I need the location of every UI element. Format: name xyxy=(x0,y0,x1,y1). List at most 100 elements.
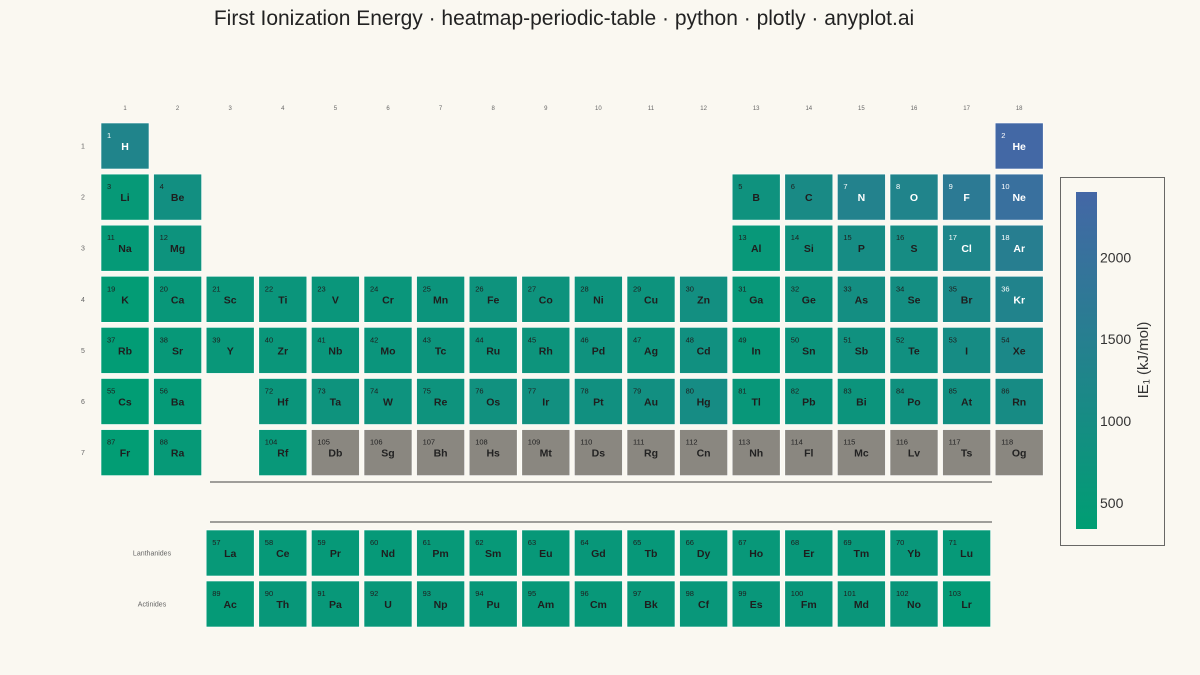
atomic-number: 92 xyxy=(370,589,378,598)
column-label: 16 xyxy=(911,106,918,112)
element-tile xyxy=(889,580,939,628)
atomic-number: 59 xyxy=(317,538,325,547)
atomic-number: 27 xyxy=(528,284,536,293)
element-symbol: Ac xyxy=(223,599,237,611)
element-tile xyxy=(731,275,781,323)
element-symbol: Se xyxy=(908,294,921,306)
atomic-number: 116 xyxy=(896,438,908,447)
element-symbol: He xyxy=(1012,141,1026,153)
element-symbol: Al xyxy=(751,243,762,255)
element-symbol: No xyxy=(907,599,921,611)
element-tile xyxy=(784,327,834,374)
element-symbol: Es xyxy=(750,599,763,611)
element-symbol: Cs xyxy=(118,397,132,409)
element-cell-o: 8O xyxy=(889,173,939,221)
element-symbol: H xyxy=(121,141,129,153)
element-tile xyxy=(258,378,308,425)
element-tile xyxy=(153,429,202,476)
column-label: 4 xyxy=(281,106,285,112)
atomic-number: 1 xyxy=(107,131,111,140)
atomic-number: 106 xyxy=(370,438,383,447)
atomic-number: 96 xyxy=(580,589,588,598)
element-symbol: Ni xyxy=(593,294,604,306)
element-symbol: Os xyxy=(486,397,500,409)
atomic-number: 56 xyxy=(160,387,168,396)
element-tile xyxy=(311,429,360,476)
element-cell-te: 52 Te xyxy=(889,327,939,374)
element-symbol: Nb xyxy=(328,345,342,357)
element-tile xyxy=(363,275,413,323)
atomic-number: 30 xyxy=(686,284,694,293)
element-tile xyxy=(784,224,834,272)
atomic-number: 87 xyxy=(107,438,115,447)
atomic-number: 101 xyxy=(843,589,856,598)
atomic-number: 25 xyxy=(423,284,431,293)
element-symbol: Ce xyxy=(276,548,290,560)
element-tile xyxy=(889,429,939,476)
element-cell-in: 49 In xyxy=(731,327,781,374)
element-tile xyxy=(679,429,728,476)
element-tile xyxy=(889,275,939,323)
row-label: 6 xyxy=(81,399,85,406)
atomic-number: 91 xyxy=(317,589,325,598)
column-label: 5 xyxy=(334,106,338,112)
atomic-number: 33 xyxy=(843,284,851,293)
column-label: 18 xyxy=(1016,106,1023,112)
element-symbol: Re xyxy=(434,397,448,409)
element-tile xyxy=(416,378,465,425)
element-tile xyxy=(942,224,991,272)
element-tile xyxy=(153,173,202,221)
atomic-number: 63 xyxy=(528,538,536,547)
element-tile xyxy=(994,429,1044,476)
element-tile xyxy=(679,529,728,577)
element-tile xyxy=(258,275,308,323)
atomic-number: 13 xyxy=(738,233,746,242)
element-cell-br: 35 Br xyxy=(942,275,991,323)
element-symbol: K xyxy=(121,294,129,306)
column-label: 12 xyxy=(700,106,707,112)
element-symbol: Nh xyxy=(749,448,763,460)
element-tile xyxy=(363,580,413,628)
element-cell-i: 53 I xyxy=(942,327,991,374)
atomic-number: 55 xyxy=(107,387,115,396)
atomic-number: 5 xyxy=(738,182,742,191)
element-cell-bi: 83 Bi xyxy=(837,378,886,425)
atomic-number: 47 xyxy=(633,335,641,344)
atomic-number: 8 xyxy=(896,182,900,191)
atomic-number: 89 xyxy=(212,589,220,598)
element-tile xyxy=(942,580,991,628)
element-tile xyxy=(100,327,150,374)
column-label: 17 xyxy=(963,106,970,112)
atomic-number: 94 xyxy=(475,589,483,598)
element-cell-pa: 91 Pa xyxy=(311,580,360,628)
atomic-number: 44 xyxy=(475,335,483,344)
element-symbol: Cf xyxy=(698,599,710,611)
element-tile xyxy=(626,429,676,476)
element-cell-ti: 22 Ti xyxy=(258,275,308,323)
atomic-number: 86 xyxy=(1001,387,1009,396)
element-tile xyxy=(784,580,834,628)
atomic-number: 40 xyxy=(265,335,273,344)
element-tile xyxy=(258,529,308,577)
atomic-number: 62 xyxy=(475,538,483,547)
column-label: 3 xyxy=(229,106,233,112)
atomic-number: 12 xyxy=(160,233,168,242)
element-symbol: Pa xyxy=(329,599,342,611)
column-label: 9 xyxy=(544,106,548,112)
